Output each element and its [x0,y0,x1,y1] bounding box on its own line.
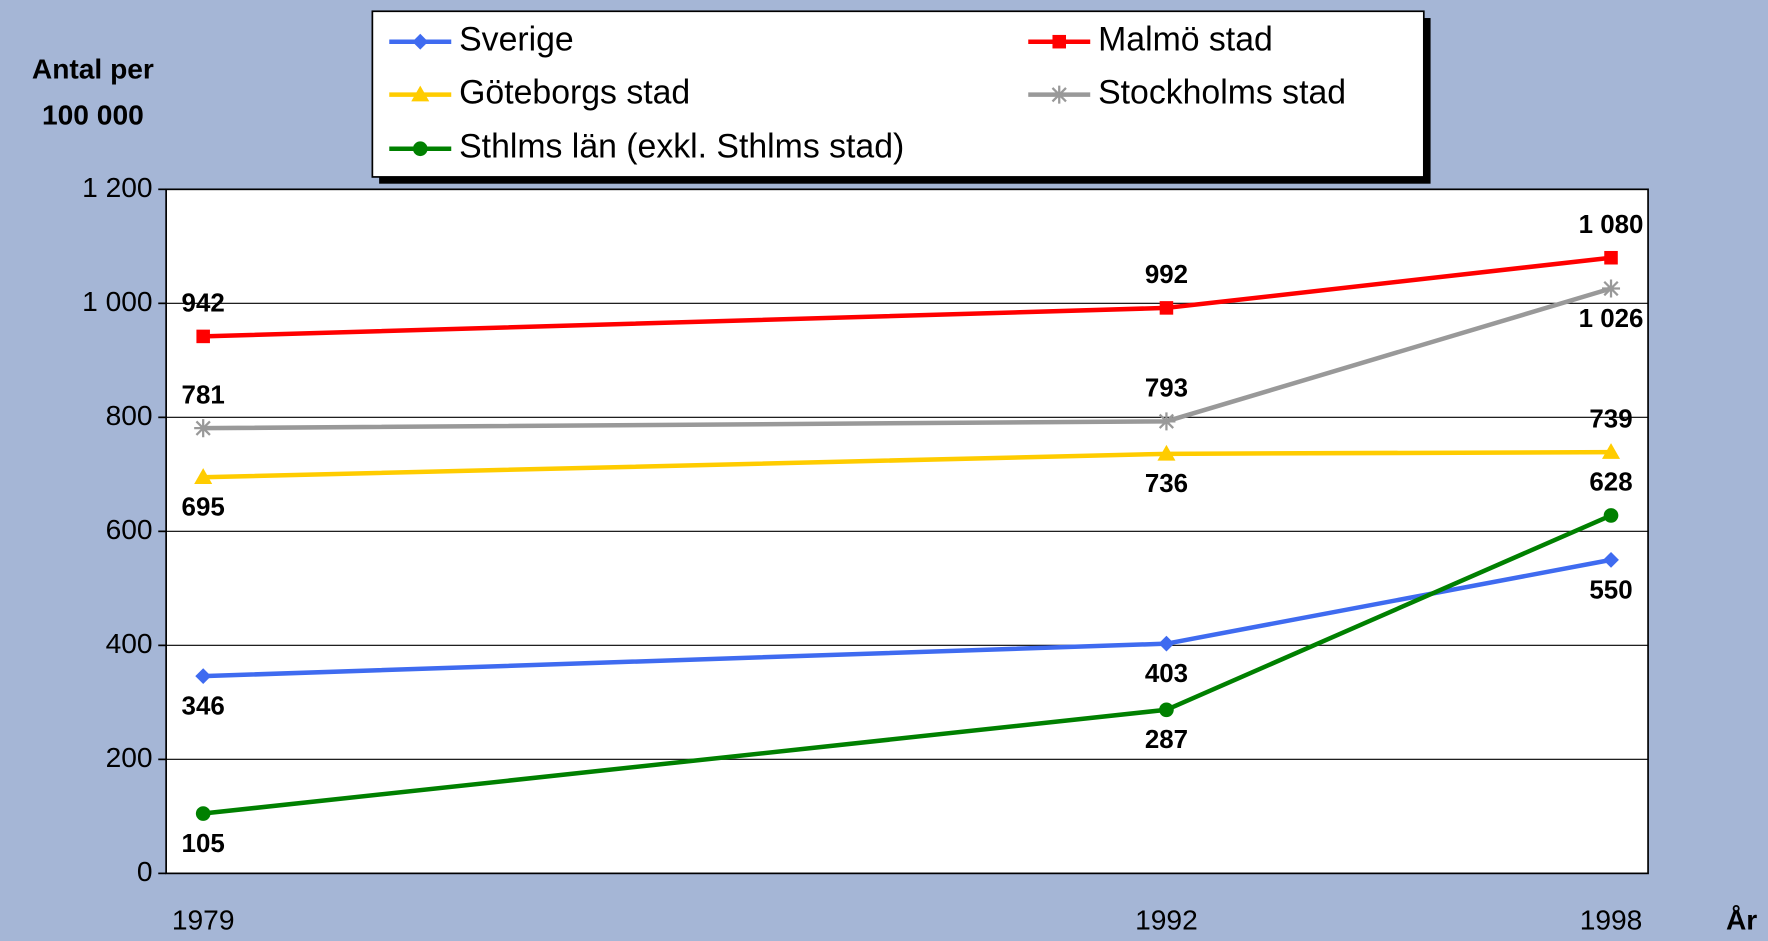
marker [1052,34,1067,49]
data-label: 403 [1145,660,1188,688]
marker [194,468,213,484]
x-tick-label: 1979 [172,903,235,935]
data-label: 628 [1589,469,1632,497]
x-tick-label: 1992 [1135,903,1198,935]
y-tick-label: 200 [106,741,153,773]
y-tick-label: 1 000 [82,285,152,317]
legend [371,10,1425,178]
marker [1159,301,1174,315]
marker [195,668,212,685]
marker [194,419,213,438]
y-tick-label: 600 [106,513,153,545]
x-tick-label: 1998 [1580,903,1643,935]
marker [1602,443,1621,459]
data-label: 1 080 [1579,211,1644,239]
legend-label: Göteborgs stad [459,74,690,112]
data-label: 942 [182,290,225,318]
marker [195,806,211,821]
series-layer: 346 403 550 942 992 1 080 695 736 739 781 793 1 026… [182,211,1644,858]
data-label: 550 [1589,576,1632,604]
legend-label: Sverige [459,21,574,59]
y-tick-label: 0 [137,855,153,887]
y-axis-title: Antal per [32,52,154,84]
marker [196,329,210,344]
data-label: 695 [182,494,225,522]
y-tick-label: 1 200 [82,171,152,203]
data-label: 1 026 [1579,305,1644,333]
x-axis-title: År [1726,903,1757,935]
data-label: 992 [1145,261,1188,289]
marker [1603,508,1619,523]
data-label: 287 [1145,726,1188,754]
data-label: 793 [1145,375,1188,403]
data-label: 736 [1145,470,1188,498]
marker [1604,250,1618,265]
marker [412,33,429,50]
data-label: 346 [182,693,225,721]
legend-label: Sthlms län (exkl. Sthlms stad) [459,128,904,166]
data-label: 739 [1589,405,1632,433]
legend-label: Stockholms stad [1098,74,1346,112]
y-tick-label: 400 [106,627,153,659]
marker [1157,412,1176,431]
marker [411,85,430,102]
y-axis-title: 100 000 [42,99,144,131]
legend-label: Malmö stad [1098,21,1273,59]
marker [412,141,428,157]
data-label: 105 [182,830,225,858]
marker [1050,85,1069,104]
data-label: 781 [182,381,225,409]
y-tick-label: 800 [106,399,153,431]
marker [1159,702,1174,718]
marker [1157,444,1176,461]
marker [1158,635,1175,652]
marker [1602,279,1621,298]
